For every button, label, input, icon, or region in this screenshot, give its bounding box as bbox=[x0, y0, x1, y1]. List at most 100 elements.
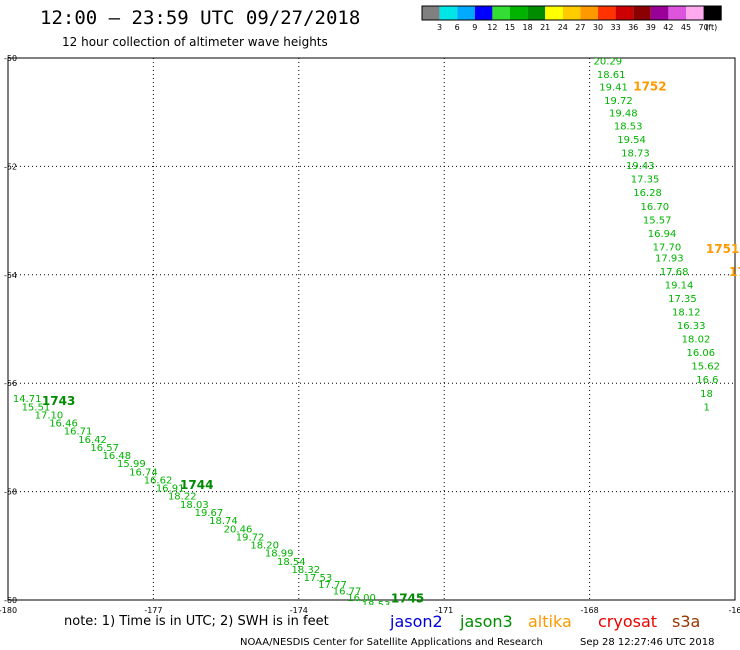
color-scale-label: 30 bbox=[593, 23, 603, 32]
wave-height-label: 18.53 bbox=[614, 122, 643, 133]
wave-height-label: 18.54 bbox=[277, 557, 306, 568]
color-swatch bbox=[633, 6, 651, 20]
wave-height-label: 18.12 bbox=[672, 307, 701, 318]
wave-height-label: 18.22 bbox=[168, 492, 197, 503]
wave-height-label: 18.74 bbox=[209, 516, 238, 527]
color-scale-label: 24 bbox=[558, 23, 568, 32]
color-scale-label: 42 bbox=[663, 23, 673, 32]
wave-height-label: 16.77 bbox=[333, 587, 362, 598]
wave-height-label: 17.70 bbox=[653, 242, 682, 253]
wave-height-label: 19.48 bbox=[609, 109, 638, 120]
pass-number-label: 1744 bbox=[180, 478, 213, 492]
wave-height-label: 19.67 bbox=[195, 508, 224, 519]
wave-height-label: 15.62 bbox=[691, 362, 720, 373]
color-scale-label: 39 bbox=[646, 23, 656, 32]
color-swatch bbox=[439, 6, 458, 20]
color-swatch bbox=[562, 6, 581, 20]
x-tick-label: -16 bbox=[728, 606, 740, 615]
pass-number-label: 1752 bbox=[633, 80, 666, 94]
y-tick-label: -52 bbox=[4, 162, 17, 171]
color-scale-label: 18 bbox=[523, 23, 533, 32]
color-swatch bbox=[527, 6, 546, 20]
wave-height-label: 19.14 bbox=[665, 280, 694, 291]
y-tick-label: -58 bbox=[4, 488, 17, 497]
wave-height-label: 19.72 bbox=[236, 532, 265, 543]
color-scale-label: 33 bbox=[611, 23, 621, 32]
color-bar-border bbox=[421, 5, 722, 21]
wave-height-label: 18.73 bbox=[621, 149, 650, 160]
legend-entry-s3a: s3a bbox=[672, 612, 700, 631]
color-scale-label: 15 bbox=[505, 23, 515, 32]
color-swatch bbox=[686, 6, 704, 20]
wave-height-label: 17.35 bbox=[668, 294, 697, 305]
color-scale-label: 70 bbox=[699, 23, 709, 32]
x-tick-label: -171 bbox=[435, 606, 453, 615]
satellite-legend: jason2 jason3 altika cryosat s3a bbox=[389, 612, 700, 631]
wave-height-label: 17.77 bbox=[318, 580, 347, 591]
wave-height-label: 16.62 bbox=[144, 475, 173, 486]
y-tick-label: -56 bbox=[4, 379, 17, 388]
color-swatch bbox=[422, 6, 440, 20]
wave-height-label: 16.00 bbox=[347, 593, 376, 604]
y-tick-label: -50 bbox=[4, 54, 17, 63]
wave-height-label: 16.57 bbox=[90, 443, 119, 454]
wave-height-label: 17.35 bbox=[631, 175, 660, 186]
wave-height-label: 19.54 bbox=[617, 135, 646, 146]
wave-height-label: 18.03 bbox=[180, 500, 209, 511]
wave-height-label: 16.70 bbox=[640, 202, 669, 213]
wave-height-label: 14.71 bbox=[13, 394, 42, 405]
wave-height-label: 18.02 bbox=[682, 335, 711, 346]
wave-height-label: 16.42 bbox=[78, 435, 107, 446]
wave-height-label: 16.06 bbox=[687, 348, 716, 359]
wave-height-label: 15.99 bbox=[117, 459, 146, 470]
wave-height-label: 15.57 bbox=[643, 215, 672, 226]
x-tick-label: -177 bbox=[144, 606, 162, 615]
wave-height-label: 18.61 bbox=[597, 70, 626, 81]
color-swatch bbox=[703, 6, 722, 20]
wave-height-label: 16.46 bbox=[49, 419, 78, 430]
wave-height-label: 17.53 bbox=[304, 573, 333, 584]
footer-credit: NOAA/NESDIS Center for Satellite Applica… bbox=[240, 637, 543, 648]
color-swatch bbox=[457, 6, 475, 20]
pass-labels: 1743 1744 1745 1752 1751 1751 bbox=[42, 80, 740, 605]
axis-tick-labels: -180 -177 -174 -171 -168 -16 -50 -52 -54 -56 -58 -6… bbox=[0, 54, 740, 615]
wave-height-label: 17.93 bbox=[655, 253, 684, 264]
wave-height-label: 18.20 bbox=[250, 541, 279, 552]
color-scale-unit: (ft) bbox=[705, 23, 717, 32]
y-tick-label: -54 bbox=[4, 271, 17, 280]
wave-height-label: 16.48 bbox=[103, 451, 132, 462]
footer-timestamp: Sep 28 12:27:46 UTC 2018 bbox=[580, 637, 714, 648]
wave-height-label: 20.46 bbox=[224, 524, 253, 535]
wave-height-label: 20.29 bbox=[593, 57, 622, 68]
legend-entry-jason3: jason3 bbox=[459, 612, 513, 631]
wave-height-label: 18.99 bbox=[265, 549, 294, 560]
wave-height-label: 16.74 bbox=[129, 467, 158, 478]
color-swatch bbox=[545, 6, 563, 20]
color-swatch bbox=[474, 6, 493, 20]
wave-height-label: 18.32 bbox=[292, 565, 321, 576]
color-swatch bbox=[492, 6, 510, 20]
legend-entry-altika: altika bbox=[528, 612, 572, 631]
y-tick-label: -60 bbox=[4, 596, 17, 605]
wave-height-label: 17.10 bbox=[35, 410, 64, 421]
wave-height-label: 1 bbox=[703, 402, 709, 413]
legend-entry-jason2: jason2 bbox=[389, 612, 443, 631]
color-scale-label: 21 bbox=[540, 23, 550, 32]
legend-entry-cryosat: cryosat bbox=[598, 612, 657, 631]
color-swatch bbox=[615, 6, 634, 20]
wave-height-points: 20.29 18.61 19.41 19.72 19.48 18.53 19.54 18.73… bbox=[13, 57, 720, 611]
color-scale-label: 6 bbox=[455, 23, 460, 32]
wave-height-label: 17.68 bbox=[660, 267, 689, 278]
plot-frame bbox=[7, 57, 736, 601]
pass-number-label: 1751 bbox=[729, 265, 740, 279]
footer-note: note: 1) Time is in UTC; 2) SWH is in fe… bbox=[64, 614, 329, 629]
color-swatch bbox=[668, 6, 686, 20]
wave-height-label: 15.51 bbox=[22, 402, 51, 413]
wave-height-label: 16.6 bbox=[696, 375, 718, 386]
wave-height-label: 18.53 bbox=[362, 600, 391, 611]
x-tick-label: -174 bbox=[290, 606, 308, 615]
x-tick-label: -168 bbox=[581, 606, 599, 615]
wave-height-label: 19.41 bbox=[599, 83, 628, 94]
pass-number-label: 1751 bbox=[706, 242, 739, 256]
